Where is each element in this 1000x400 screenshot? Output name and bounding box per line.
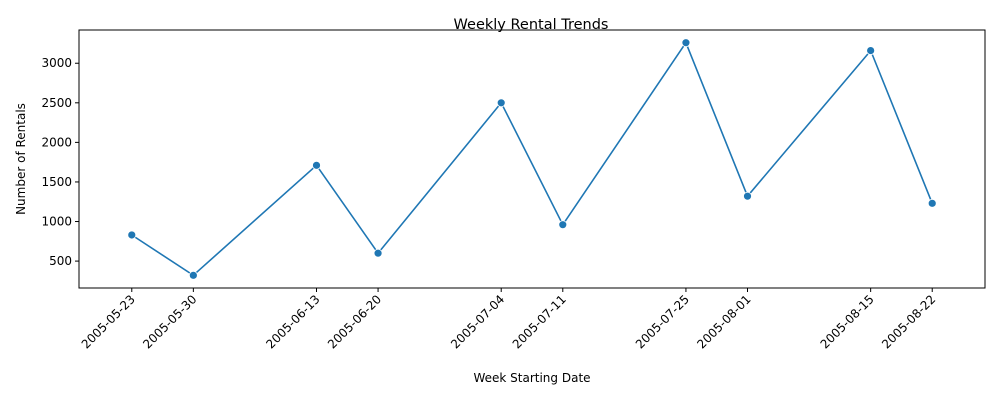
chart-title: Weekly Rental Trends [454, 17, 609, 33]
plot-area [78, 29, 986, 289]
x-tick-label: 2005-08-15 [818, 292, 877, 351]
x-tick-label: 2005-05-30 [140, 292, 199, 351]
y-tick-label: 2500 [41, 96, 72, 110]
data-point [743, 191, 752, 201]
data-point [312, 160, 321, 170]
x-axis: 2005-05-23 2005-05-30 2005-06-13 2005-06-20… [79, 288, 938, 351]
x-tick-label: 2005-06-13 [263, 292, 322, 351]
x-tick-label: 2005-07-11 [510, 292, 569, 351]
series-line [131, 41, 933, 277]
x-tick-label: 2005-07-25 [633, 292, 692, 351]
y-tick-label: 1500 [41, 175, 72, 189]
data-point [927, 198, 937, 208]
x-tick-label: 2005-07-04 [448, 292, 507, 351]
data-point [127, 230, 137, 240]
y-tick-label: 3000 [41, 56, 72, 70]
data-point [558, 220, 568, 230]
x-axis-label: Week Starting Date [473, 371, 590, 385]
x-tick-label: 2005-08-22 [879, 292, 938, 351]
data-point [681, 38, 691, 48]
data-point [188, 270, 198, 280]
x-tick-label: 2005-05-23 [79, 292, 138, 351]
data-point [373, 248, 383, 258]
data-points [127, 38, 937, 280]
data-point [866, 46, 876, 55]
y-tick-label: 500 [49, 254, 72, 268]
y-tick-label: 2000 [41, 135, 72, 149]
y-axis-label: Number of Rentals [14, 103, 28, 215]
y-tick-label: 1000 [41, 215, 72, 229]
x-tick-label: 2005-08-01 [694, 292, 753, 351]
y-axis: 500 1000 1500 2000 2500 3000 [41, 56, 79, 268]
data-point [496, 98, 506, 108]
x-tick-label: 2005-06-20 [325, 292, 384, 351]
